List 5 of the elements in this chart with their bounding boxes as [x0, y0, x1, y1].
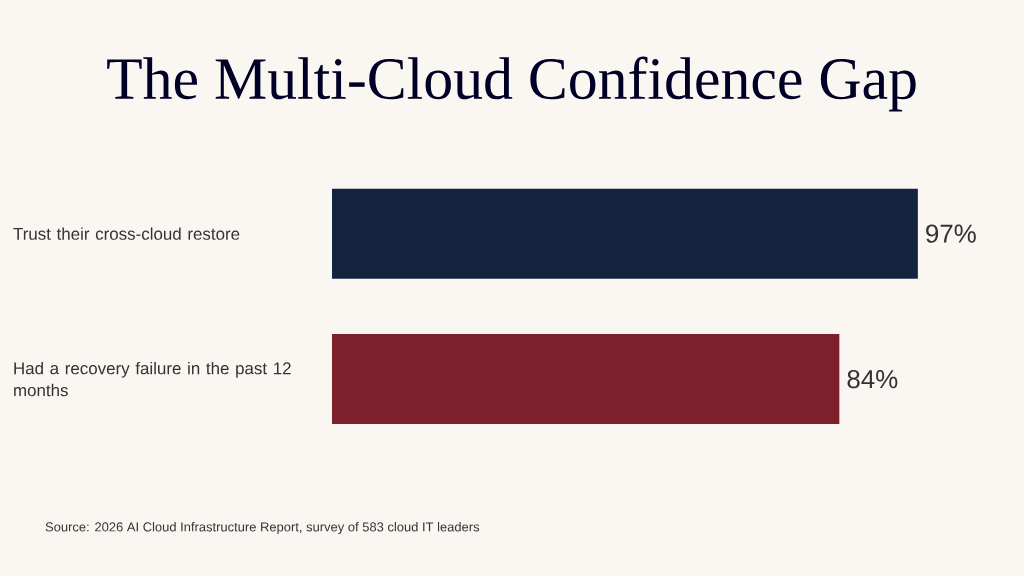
data-label: 97%: [926, 224, 976, 243]
data-label: 84%: [847, 369, 898, 389]
chart-title: The Multi-Cloud Confidence Gap: [107, 56, 916, 112]
y-tick-label: Had a recovery failure in the past 12 months: [14, 361, 291, 397]
y-tick-label: Trust their cross-cloud restore: [13, 227, 240, 240]
